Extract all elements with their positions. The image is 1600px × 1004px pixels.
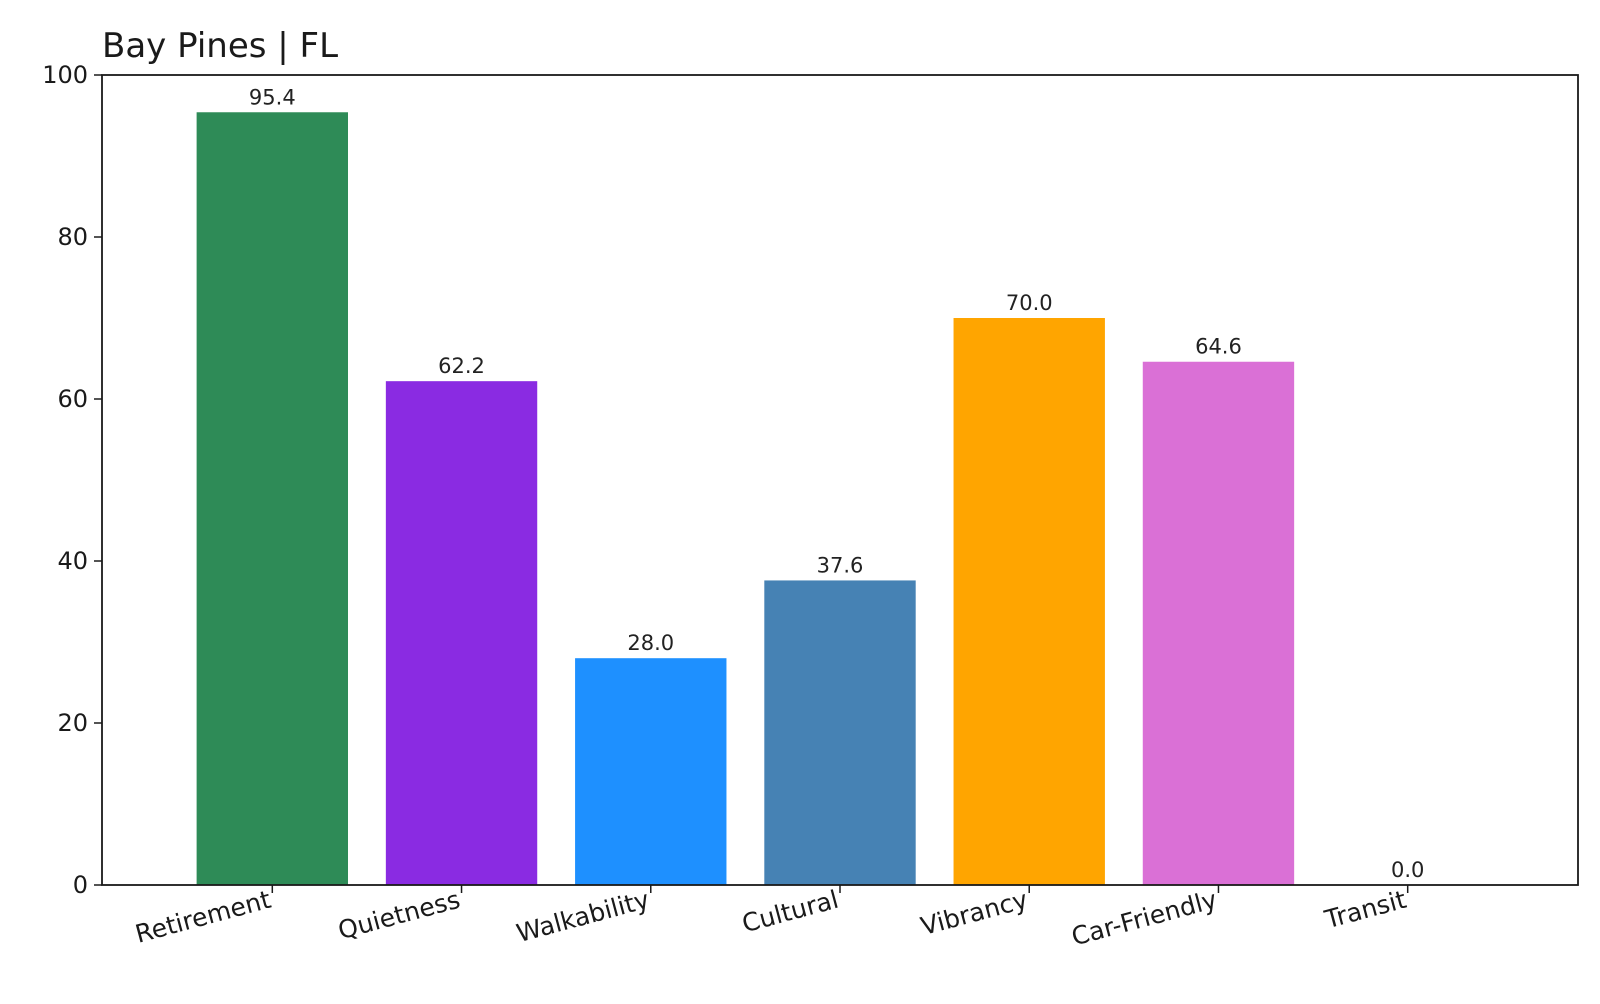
bar-walkability — [575, 658, 727, 885]
y-tick-label: 100 — [42, 61, 88, 89]
chart-title: Bay Pines | FL — [102, 26, 338, 66]
x-tick-label: Vibrancy — [918, 885, 1031, 941]
bar-value-label: 62.2 — [438, 354, 485, 378]
bar-cultural — [764, 580, 916, 885]
bar-value-label: 70.0 — [1006, 291, 1053, 315]
bar-value-label: 28.0 — [627, 631, 674, 655]
bar-value-label: 0.0 — [1391, 858, 1424, 882]
y-tick-label: 40 — [57, 547, 88, 575]
bar-vibrancy — [953, 318, 1105, 885]
bar-retirement — [196, 112, 348, 885]
x-tick-label: Car-Friendly — [1068, 885, 1220, 952]
y-tick-label: 80 — [57, 223, 88, 251]
bar-car-friendly — [1142, 361, 1295, 885]
bar-value-label: 95.4 — [249, 85, 296, 109]
x-tick-label: Transit — [1321, 885, 1410, 935]
y-tick-label: 20 — [57, 709, 88, 737]
x-tick-label: Walkability — [513, 885, 652, 948]
bar-value-label: 64.6 — [1195, 335, 1242, 359]
plot-frame — [101, 74, 1579, 886]
plot-area: 95.4 62.2 28.0 37.6 70.0 64.6 0.0 0 20 40 60 80 100 R… — [42, 61, 1579, 952]
y-tick-label: 0 — [73, 871, 88, 899]
x-tick-label: Retirement — [132, 885, 274, 949]
bar-value-label: 37.6 — [817, 553, 864, 577]
y-tick-label: 60 — [57, 385, 88, 413]
bar-quietness — [385, 381, 538, 885]
x-tick-label: Cultural — [739, 885, 842, 938]
x-tick-label: Quietness — [335, 885, 463, 945]
